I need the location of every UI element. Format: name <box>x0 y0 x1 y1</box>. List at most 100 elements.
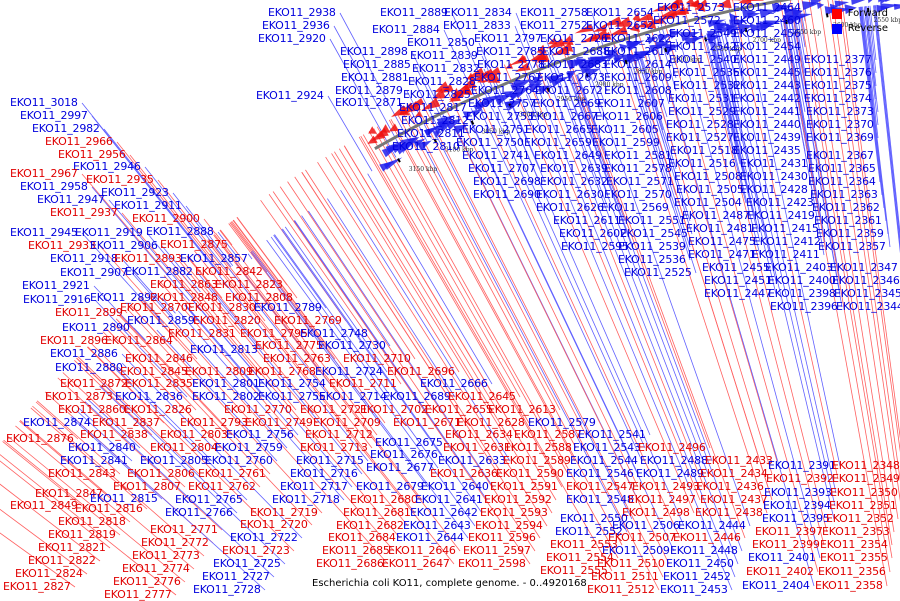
gene-label[interactable]: EKO11_2826 <box>124 404 192 416</box>
gene-label[interactable]: EKO11_2512 <box>587 584 655 596</box>
gene-label[interactable]: EKO11_2464 <box>733 2 801 14</box>
gene-label[interactable]: EKO11_2835 <box>125 378 193 390</box>
gene-label[interactable]: EKO11_2641 <box>415 494 483 506</box>
gene-label[interactable]: EKO11_2599 <box>592 137 660 149</box>
gene-label[interactable]: EKO11_2460 <box>733 15 801 27</box>
gene-label[interactable]: EKO11_2364 <box>808 176 876 188</box>
gene-label[interactable]: EKO11_2609 <box>604 72 672 84</box>
gene-label[interactable]: EKO11_2435 <box>733 145 801 157</box>
gene-label[interactable]: EKO11_2443 <box>733 80 801 92</box>
gene-label[interactable]: EKO11_2527 <box>666 132 734 144</box>
gene-label[interactable]: EKO11_2447 <box>704 288 772 300</box>
gene-label[interactable]: EKO11_2785 <box>476 46 544 58</box>
gene-label[interactable]: EKO11_2823 <box>215 279 283 291</box>
gene-label[interactable]: EKO11_2771 <box>150 524 218 536</box>
gene-label[interactable]: EKO11_2760 <box>205 455 273 467</box>
gene-label[interactable]: EKO11_2758 <box>520 7 588 19</box>
gene-label[interactable]: EKO11_2642 <box>410 507 478 519</box>
gene-label[interactable]: EKO11_2770 <box>224 404 292 416</box>
gene-label[interactable]: EKO11_2614 <box>604 59 672 71</box>
gene-label[interactable]: EKO11_2597 <box>463 545 531 557</box>
gene-label[interactable]: EKO11_2572 <box>653 15 721 27</box>
gene-label[interactable]: EKO11_2803 <box>160 429 228 441</box>
gene-label[interactable]: EKO11_2730 <box>318 340 386 352</box>
gene-label[interactable]: EKO11_2911 <box>114 200 182 212</box>
gene-label[interactable]: EKO11_2822 <box>28 555 96 567</box>
gene-label[interactable]: EKO11_2665 <box>525 124 593 136</box>
gene-label[interactable]: EKO11_2496 <box>638 442 706 454</box>
gene-label[interactable]: EKO11_2516 <box>668 158 736 170</box>
gene-label[interactable]: EKO11_2397 <box>755 526 823 538</box>
gene-label[interactable]: EKO11_2759 <box>215 442 283 454</box>
gene-label[interactable]: EKO11_2722 <box>230 532 298 544</box>
gene-label[interactable]: EKO11_2789 <box>254 302 322 314</box>
gene-label[interactable]: EKO11_2445 <box>733 67 801 79</box>
gene-label[interactable]: EKO11_2395 <box>762 513 830 525</box>
gene-label[interactable]: EKO11_2345 <box>834 288 900 300</box>
gene-label[interactable]: EKO11_2548 <box>566 494 634 506</box>
gene-label[interactable]: EKO11_2755 <box>258 391 326 403</box>
gene-label[interactable]: EKO11_2602 <box>559 228 627 240</box>
gene-label[interactable]: EKO11_2813 <box>190 344 258 356</box>
gene-label[interactable]: EKO11_2401 <box>748 552 816 564</box>
gene-label[interactable]: EKO11_2626 <box>536 202 604 214</box>
gene-label[interactable]: EKO11_2505 <box>676 184 744 196</box>
gene-label[interactable]: EKO11_2437 <box>700 494 768 506</box>
gene-label[interactable]: EKO11_2681 <box>343 507 411 519</box>
gene-label[interactable]: EKO11_2448 <box>670 545 738 557</box>
gene-label[interactable]: EKO11_2864 <box>105 335 173 347</box>
gene-label[interactable]: EKO11_2440 <box>733 119 801 131</box>
gene-label[interactable]: EKO11_2646 <box>388 545 456 557</box>
gene-label[interactable]: EKO11_2358 <box>815 580 883 592</box>
gene-label[interactable]: EKO11_2728 <box>193 584 261 596</box>
gene-label[interactable]: EKO11_2361 <box>814 215 882 227</box>
gene-label[interactable]: EKO11_2898 <box>340 46 408 58</box>
gene-label[interactable]: EKO11_2622 <box>604 33 672 45</box>
gene-label[interactable]: EKO11_2753 <box>466 111 534 123</box>
gene-label[interactable]: EKO11_2411 <box>752 249 820 261</box>
gene-label[interactable]: EKO11_2412 <box>753 236 821 248</box>
gene-label[interactable]: EKO11_2431 <box>740 158 808 170</box>
gene-label[interactable]: EKO11_2453 <box>660 584 728 596</box>
gene-label[interactable]: EKO11_2832 <box>412 63 480 75</box>
gene-label[interactable]: EKO11_2392 <box>766 473 834 485</box>
gene-label[interactable]: EKO11_2587 <box>514 429 582 441</box>
gene-label[interactable]: EKO11_2821 <box>38 542 106 554</box>
gene-label[interactable]: EKO11_2850 <box>407 37 475 49</box>
gene-label[interactable]: EKO11_2688 <box>542 46 610 58</box>
gene-label[interactable]: EKO11_2581 <box>604 150 672 162</box>
gene-label[interactable]: EKO11_2613 <box>488 404 556 416</box>
gene-label[interactable]: EKO11_2875 <box>160 239 228 251</box>
gene-label[interactable]: EKO11_2351 <box>829 500 897 512</box>
gene-label[interactable]: EKO11_2938 <box>268 7 336 19</box>
gene-label[interactable]: EKO11_2842 <box>195 266 263 278</box>
gene-label[interactable]: EKO11_2870 <box>120 302 188 314</box>
gene-label[interactable]: EKO11_2593 <box>480 507 548 519</box>
gene-label[interactable]: EKO11_2936 <box>262 20 330 32</box>
gene-label[interactable]: EKO11_2451 <box>704 275 772 287</box>
gene-label[interactable]: EKO11_2841 <box>60 455 128 467</box>
gene-label[interactable]: EKO11_2666 <box>420 378 488 390</box>
gene-label[interactable]: EKO11_2356 <box>818 566 886 578</box>
gene-label[interactable]: EKO11_2535 <box>672 67 740 79</box>
gene-label[interactable]: EKO11_2355 <box>820 552 888 564</box>
gene-label[interactable]: EKO11_2540 <box>669 54 737 66</box>
gene-label[interactable]: EKO11_2377 <box>804 54 872 66</box>
gene-label[interactable]: EKO11_2836 <box>115 391 183 403</box>
gene-label[interactable]: EKO11_2857 <box>180 253 248 265</box>
gene-label[interactable]: EKO11_2920 <box>258 33 326 45</box>
gene-label[interactable]: EKO11_2810 <box>392 141 460 153</box>
gene-label[interactable]: EKO11_2685 <box>322 545 390 557</box>
gene-label[interactable]: EKO11_2652 <box>586 20 654 32</box>
gene-label[interactable]: EKO11_2860 <box>58 404 126 416</box>
gene-label[interactable]: EKO11_2840 <box>68 442 136 454</box>
gene-label[interactable]: EKO11_2605 <box>591 124 659 136</box>
gene-label[interactable]: EKO11_2713 <box>300 442 368 454</box>
gene-label[interactable]: EKO11_2640 <box>421 481 489 493</box>
gene-label[interactable]: EKO11_2365 <box>808 163 876 175</box>
gene-label[interactable]: EKO11_2757 <box>468 98 536 110</box>
gene-label[interactable]: EKO11_2777 <box>104 589 172 601</box>
gene-label[interactable]: EKO11_2394 <box>763 500 831 512</box>
gene-label[interactable]: EKO11_2698 <box>473 176 541 188</box>
gene-label[interactable]: EKO11_2756 <box>226 429 294 441</box>
